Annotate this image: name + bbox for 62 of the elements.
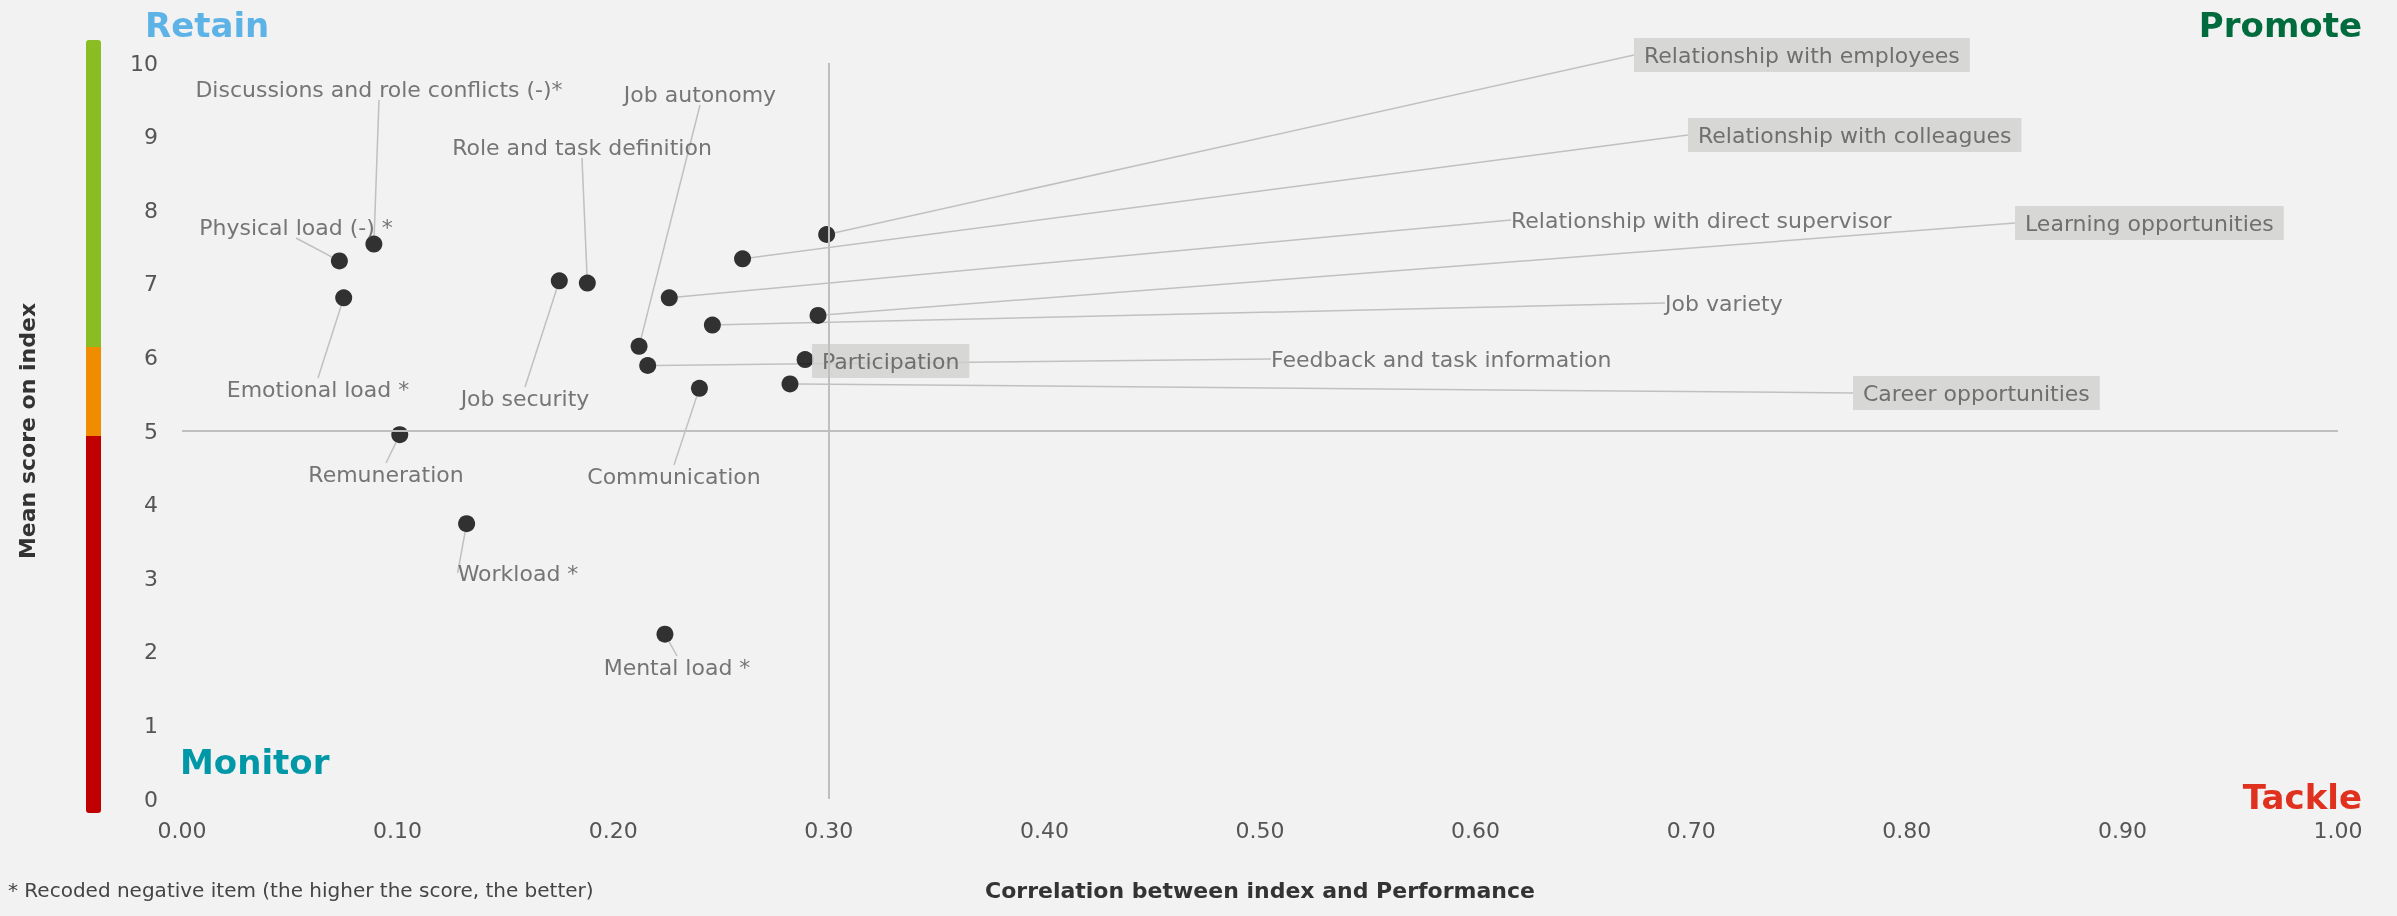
x-tick-label: 1.00 (2313, 817, 2363, 843)
point (639, 357, 657, 374)
data-label: Career opportunities (1863, 380, 2090, 406)
x-tick-label: 0.90 (2097, 817, 2147, 843)
data-label: Role and task definition (452, 134, 712, 160)
point (781, 375, 799, 393)
data-label: Relationship with direct supervisor (1511, 207, 1893, 233)
y-tick-label: 2 (144, 639, 158, 665)
data-label: Feedback and task information (1271, 346, 1612, 372)
x-tick-label: 0.00 (157, 817, 207, 843)
data-label: Discussions and role conflicts (-)* (195, 76, 563, 102)
point (796, 351, 814, 369)
data-label: Physical load (-) * (199, 214, 393, 240)
point (458, 515, 476, 533)
point (330, 252, 348, 270)
annotation: Tackle (2242, 777, 2362, 817)
data-label: Mental load * (603, 654, 751, 680)
text: * Recoded negative item (the higher the score, the better) (8, 878, 594, 902)
point (660, 289, 678, 307)
data-label: Job security (458, 385, 590, 411)
text: Promote (2198, 5, 2363, 45)
y-tick-label: 10 (130, 50, 158, 76)
point (630, 337, 648, 355)
y-tick-label: 9 (144, 124, 158, 150)
text: Retain (145, 5, 270, 45)
data-label: Communication (587, 463, 761, 489)
y-tick-label: 5 (144, 418, 158, 444)
data-label: Job variety (1663, 290, 1783, 316)
data-label: Remuneration (308, 461, 464, 487)
y-tick-label: 8 (144, 197, 158, 223)
x-tick-label: 0.80 (1882, 817, 1932, 843)
y-tick-label: 3 (144, 565, 158, 591)
x-tick-label: 0.70 (1666, 817, 1716, 843)
point (335, 289, 353, 307)
data-label: Participation (822, 348, 960, 374)
y-tick-label: 1 (144, 712, 158, 738)
point (656, 625, 674, 643)
point (550, 272, 568, 290)
x-tick-label: 0.10 (373, 817, 423, 843)
data-label: Job autonomy (621, 81, 777, 107)
data-label: Relationship with colleagues (1698, 122, 2012, 148)
data-label: Learning opportunities (2025, 210, 2274, 236)
y-tick-label: 4 (144, 492, 158, 518)
x-tick-label: 0.30 (804, 817, 854, 843)
x-tick-label: 0.60 (1451, 817, 1501, 843)
point (809, 306, 827, 324)
data-label: Emotional load * (226, 376, 410, 402)
data-label: Workload * (457, 560, 579, 586)
y-tick-label: 7 (144, 271, 158, 297)
x-tick-label: 0.20 (588, 817, 638, 843)
point (578, 274, 596, 292)
y-tick-label: 6 (144, 344, 158, 370)
point (690, 379, 708, 397)
y-tick-label: 0 (144, 786, 158, 812)
x-tick-label: 0.50 (1235, 817, 1285, 843)
x-tick-label: 0.40 (1019, 817, 1069, 843)
x-axis-title: Correlation between index and Performance (985, 877, 1535, 903)
point (734, 250, 752, 268)
point (703, 316, 721, 334)
data-label: Relationship with employees (1644, 42, 1960, 68)
y-axis-title: Mean score on index (14, 302, 40, 560)
annotation: Monitor (180, 742, 330, 782)
